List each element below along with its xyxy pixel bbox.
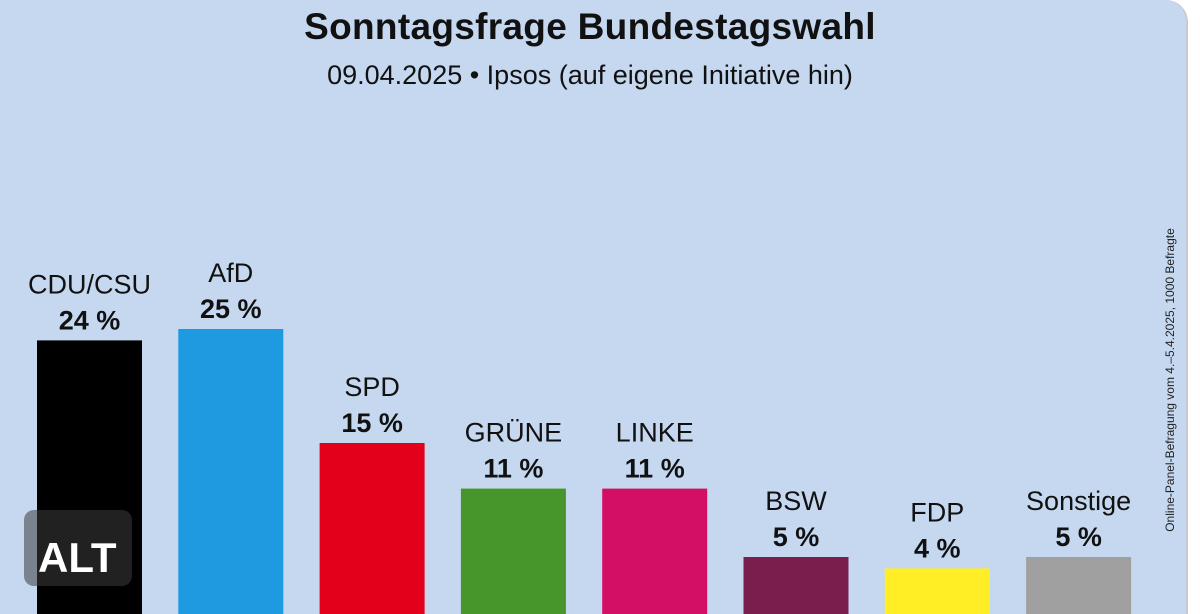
bar-fdp	[884, 568, 990, 614]
bar-sonstige	[1026, 557, 1132, 614]
category-label: BSW	[765, 486, 827, 516]
value-label: 4 %	[914, 533, 961, 563]
bar-afd	[178, 329, 284, 614]
value-label: 25 %	[200, 294, 262, 324]
alt-text-label: ALT	[38, 534, 117, 581]
category-label: FDP	[910, 497, 964, 527]
bar-linke	[602, 488, 708, 614]
category-label: Sonstige	[1026, 486, 1131, 516]
chart-title: Sonntagsfrage Bundestagswahl	[304, 6, 876, 47]
value-label: 24 %	[59, 305, 121, 335]
value-label: 5 %	[1055, 522, 1102, 552]
category-label: GRÜNE	[465, 418, 563, 448]
value-label: 11 %	[483, 454, 543, 484]
bar-grüne	[460, 488, 566, 614]
value-label: 11 %	[625, 454, 685, 484]
category-label: AfD	[208, 258, 253, 288]
value-label: 5 %	[773, 522, 820, 552]
alt-text-button[interactable]: ALT	[24, 510, 132, 586]
category-label: SPD	[344, 372, 400, 402]
category-label: CDU/CSU	[28, 269, 151, 299]
bar-bsw	[743, 557, 849, 614]
category-label: LINKE	[616, 418, 694, 448]
value-label: 15 %	[341, 408, 403, 438]
chart-subtitle: 09.04.2025 • Ipsos (auf eigene Initiativ…	[327, 60, 853, 90]
survey-footnote: Online-Panel-Befragung vom 4.–5.4.2025, …	[1163, 228, 1177, 532]
bar-spd	[319, 443, 425, 614]
